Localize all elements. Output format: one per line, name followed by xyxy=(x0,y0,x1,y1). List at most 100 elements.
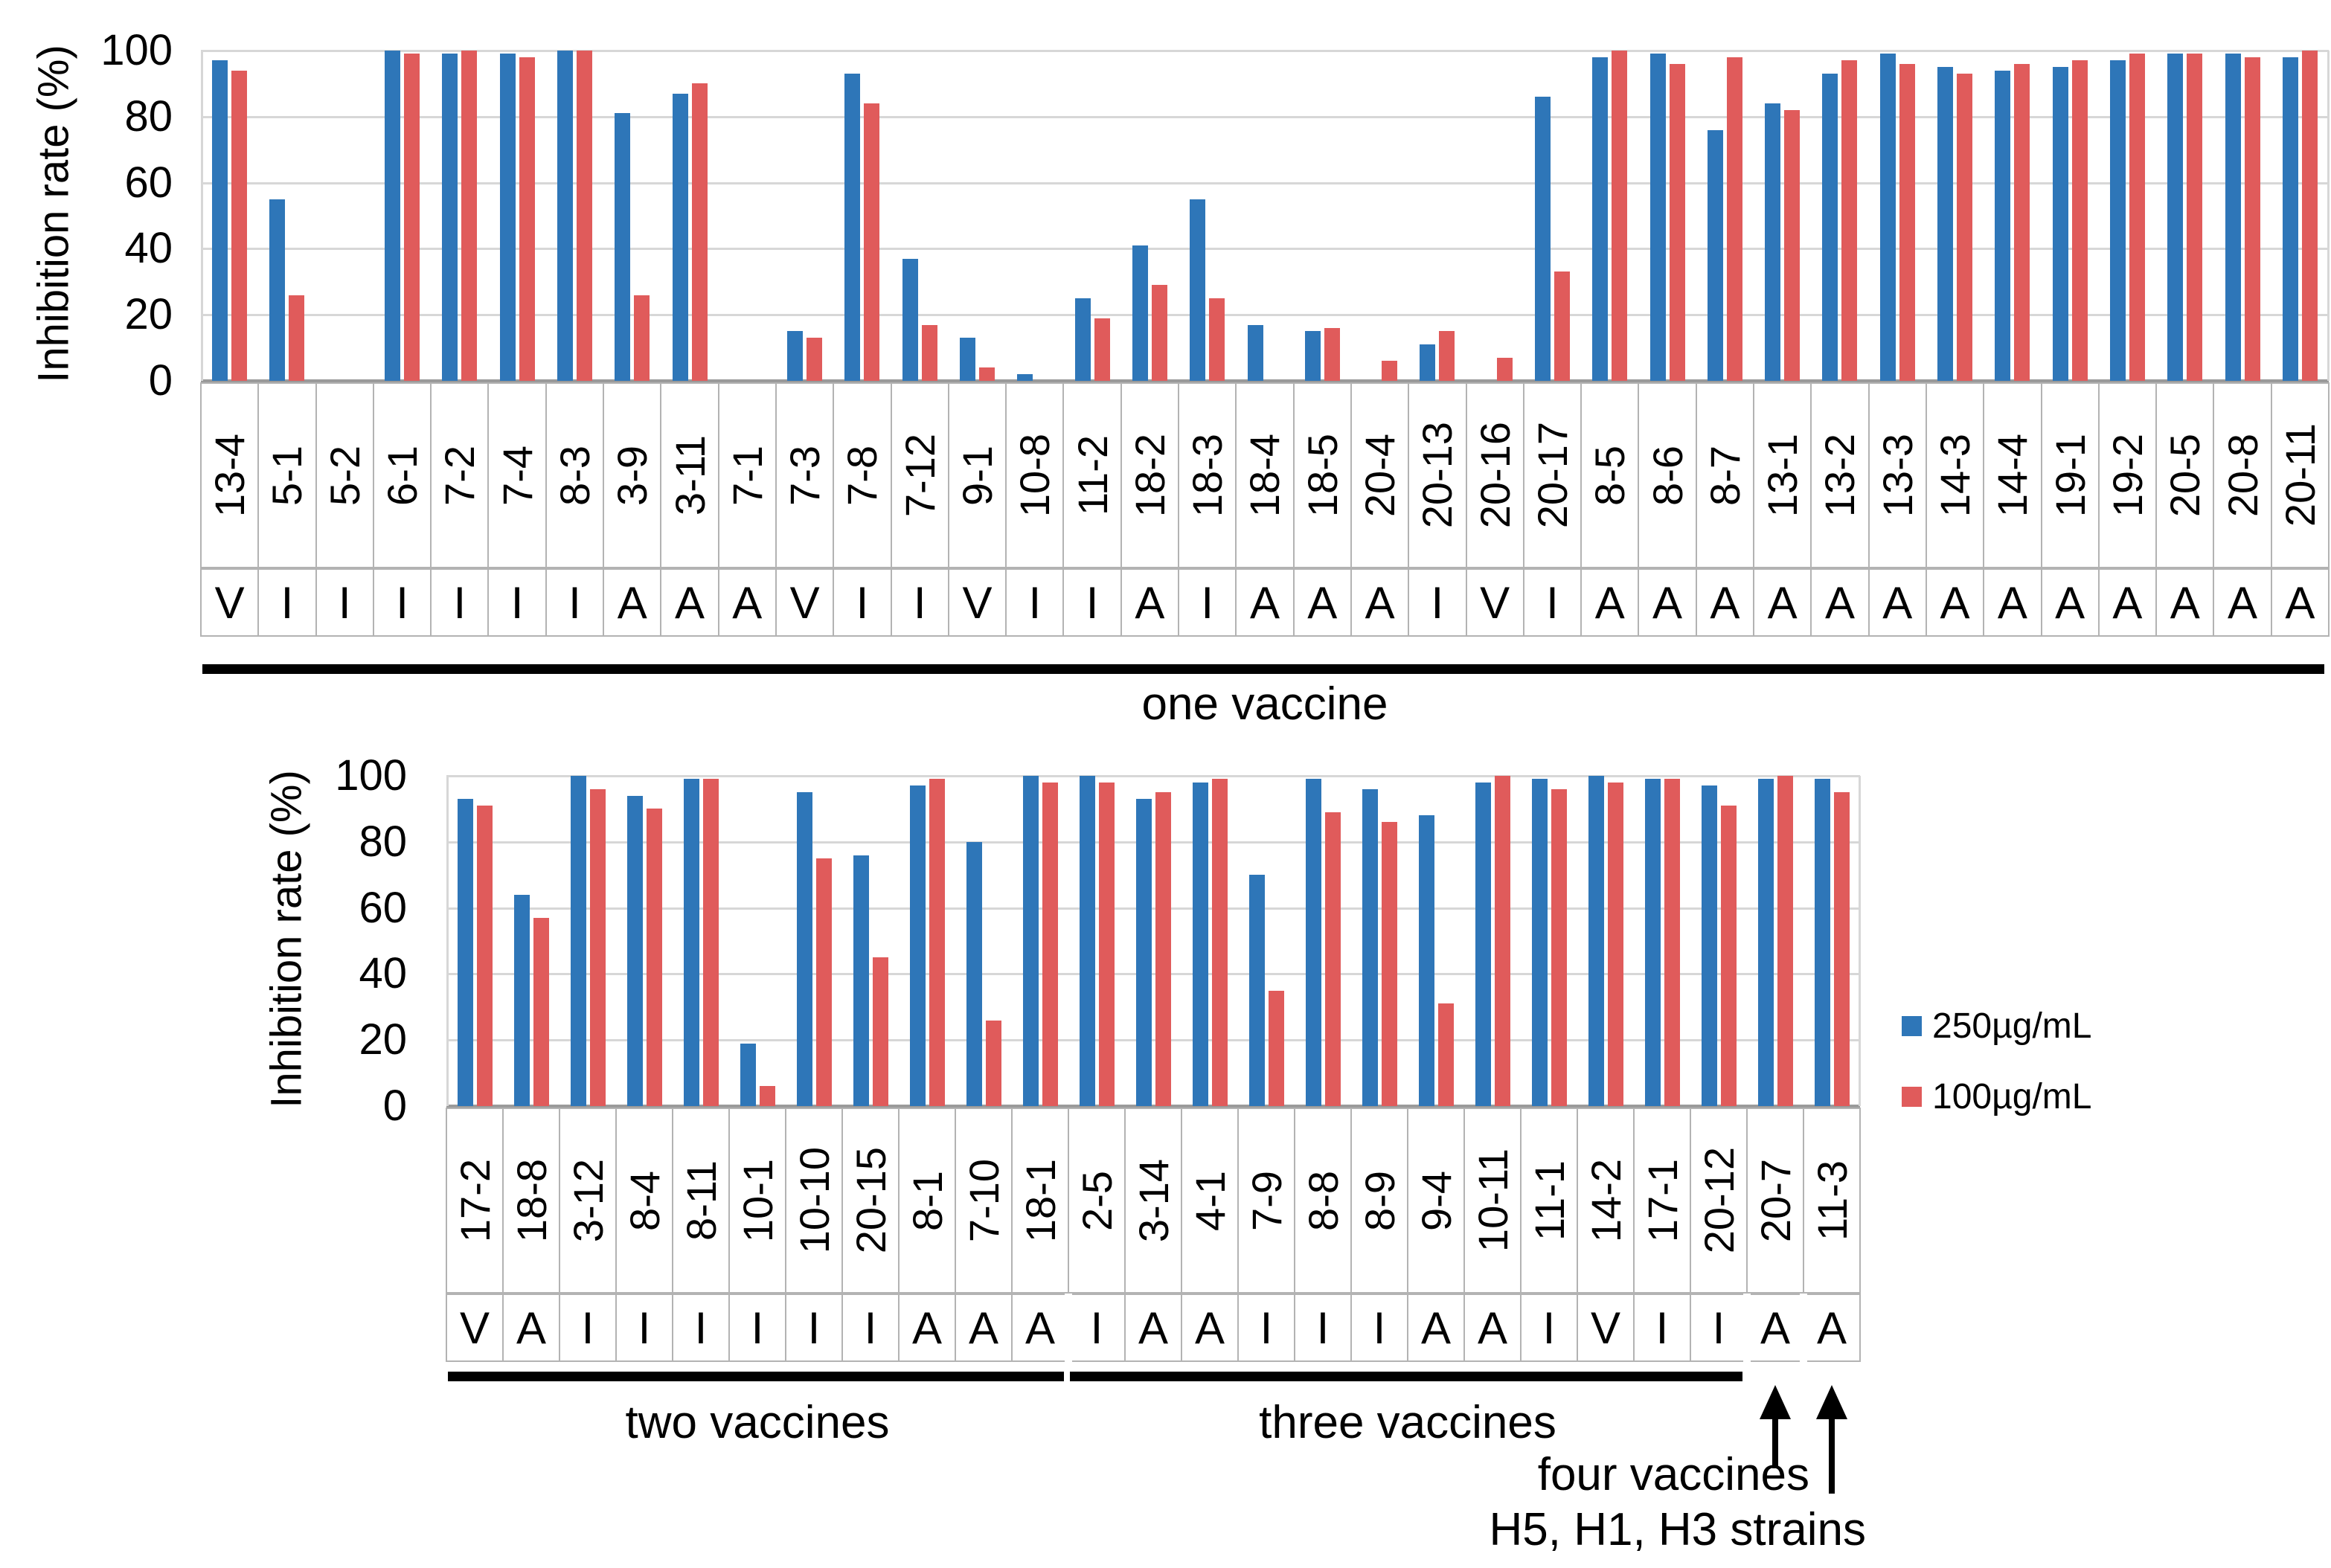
bar-250-8-3 xyxy=(557,51,573,381)
category-cell-3-14: 3-14 xyxy=(1124,1108,1182,1294)
strain-type-cell-2-5: I xyxy=(1068,1294,1126,1362)
y-tick-label-100: 100 xyxy=(335,751,407,800)
bar-250-13-3 xyxy=(1879,54,1896,381)
category-label: 5-1 xyxy=(263,445,311,506)
y-tick-label-100: 100 xyxy=(100,26,173,74)
category-cell-19-2: 19-2 xyxy=(2097,382,2158,568)
strain-type-cell-3-14: A xyxy=(1124,1294,1182,1362)
category-cell-14-3: 14-3 xyxy=(1925,382,1985,568)
category-label: 3-12 xyxy=(564,1158,612,1243)
bar-250-18-2 xyxy=(1132,245,1148,381)
category-cell-8-5: 8-5 xyxy=(1580,382,1640,568)
bar-100-8-7 xyxy=(1726,57,1742,381)
category-label: 18-4 xyxy=(1241,433,1289,518)
category-cell-6-1: 6-1 xyxy=(372,382,432,568)
category-label: 11-2 xyxy=(1068,435,1116,515)
category-cell-20-17: 20-17 xyxy=(1522,382,1583,568)
group-underline-two-vaccines xyxy=(448,1372,1064,1381)
legend-label-100: 100µg/mL xyxy=(1932,1077,2092,1116)
group-label-two-vaccines: two vaccines xyxy=(625,1397,890,1448)
strain-type-cell-11-3: A xyxy=(1803,1294,1861,1362)
strain-type-cell-8-11: I xyxy=(672,1294,730,1362)
bar-250-9-1 xyxy=(960,338,975,381)
y-axis-title: Inhibition rate (%) xyxy=(262,770,311,1108)
bar-100-2-5 xyxy=(1098,782,1115,1106)
category-cell-18-8: 18-8 xyxy=(502,1108,560,1294)
bar-100-18-5 xyxy=(1324,327,1340,381)
category-label: 8-7 xyxy=(1701,445,1748,506)
bar-250-7-3 xyxy=(787,331,804,381)
bar-250-18-1 xyxy=(1022,776,1039,1106)
bar-100-10-1 xyxy=(759,1086,775,1106)
category-cell-2-5: 2-5 xyxy=(1068,1108,1126,1294)
category-label: 18-1 xyxy=(1016,1158,1064,1243)
category-cell-11-2: 11-2 xyxy=(1062,382,1122,568)
bar-100-3-9 xyxy=(634,295,650,381)
category-label: 19-2 xyxy=(2103,433,2151,518)
bar-100-10-11 xyxy=(1494,776,1510,1106)
bar-100-3-11 xyxy=(691,83,708,381)
strain-type-cell-10-11: A xyxy=(1463,1294,1522,1362)
category-label: 8-4 xyxy=(621,1170,668,1231)
bar-250-10-1 xyxy=(740,1043,756,1106)
category-cell-10-11: 10-11 xyxy=(1463,1108,1522,1294)
bar-250-11-2 xyxy=(1074,298,1091,381)
bar-250-20-5 xyxy=(2167,54,2184,381)
category-label: 7-2 xyxy=(436,445,484,506)
letter-row-gap xyxy=(1065,1294,1072,1363)
plot-left-edge xyxy=(201,51,203,381)
strain-type-cell-8-8: I xyxy=(1294,1294,1352,1362)
y-tick-label-60: 60 xyxy=(359,883,407,932)
bar-100-14-2 xyxy=(1607,782,1623,1106)
category-cell-8-1: 8-1 xyxy=(898,1108,956,1294)
category-cell-20-16: 20-16 xyxy=(1465,382,1524,568)
bar-100-8-4 xyxy=(646,809,662,1106)
bar-100-4-1 xyxy=(1211,779,1228,1106)
y-tick-label-40: 40 xyxy=(359,949,407,998)
letter-row-gap xyxy=(1743,1294,1751,1363)
strain-type-cell-7-1: A xyxy=(717,568,777,637)
category-label: 3-9 xyxy=(609,445,656,506)
x-axis-line xyxy=(201,379,2329,382)
category-label: 7-3 xyxy=(781,445,829,506)
category-cell-3-9: 3-9 xyxy=(603,382,662,568)
category-cell-7-10: 7-10 xyxy=(955,1108,1013,1294)
strain-type-cell-20-16: V xyxy=(1465,568,1524,637)
gridline-40 xyxy=(446,973,1860,976)
strain-type-cell-13-3: A xyxy=(1867,568,1927,637)
category-label: 14-2 xyxy=(1582,1158,1629,1243)
bar-250-7-2 xyxy=(442,54,458,381)
category-cell-20-13: 20-13 xyxy=(1408,382,1467,568)
bar-250-3-14 xyxy=(1135,799,1152,1106)
bar-100-8-5 xyxy=(1612,51,1628,381)
category-cell-7-4: 7-4 xyxy=(487,382,547,568)
bar-100-8-11 xyxy=(702,779,719,1106)
strain-type-cell-19-1: A xyxy=(2040,568,2100,637)
bar-250-8-1 xyxy=(909,785,926,1106)
category-cell-18-4: 18-4 xyxy=(1235,382,1295,568)
strain-type-cell-20-15: I xyxy=(841,1294,900,1362)
category-cell-3-11: 3-11 xyxy=(660,382,719,568)
category-label: 17-2 xyxy=(451,1158,498,1243)
category-cell-7-2: 7-2 xyxy=(430,382,490,568)
bar-100-13-1 xyxy=(1784,109,1801,381)
bar-100-13-3 xyxy=(1899,63,1915,381)
category-label: 20-15 xyxy=(847,1147,894,1254)
strain-type-cell-8-1: A xyxy=(898,1294,956,1362)
gridline-60 xyxy=(446,907,1860,910)
bar-100-18-3 xyxy=(1209,298,1225,381)
plot-right-edge xyxy=(2327,51,2330,381)
strain-type-cell-10-10: I xyxy=(785,1294,843,1362)
strain-type-cell-7-2: I xyxy=(430,568,490,637)
y-tick-label-80: 80 xyxy=(124,91,173,141)
bar-250-20-17 xyxy=(1534,97,1551,381)
category-label: 8-8 xyxy=(1299,1170,1347,1231)
bar-250-14-3 xyxy=(1937,67,1954,381)
bar-100-7-3 xyxy=(807,338,823,381)
strain-type-cell-5-2: I xyxy=(315,568,374,637)
category-label: 20-11 xyxy=(2276,423,2324,527)
category-label: 4-1 xyxy=(1186,1170,1234,1231)
category-label: 3-14 xyxy=(1129,1158,1177,1243)
category-cell-18-1: 18-1 xyxy=(1011,1108,1069,1294)
bar-250-8-4 xyxy=(626,795,643,1106)
